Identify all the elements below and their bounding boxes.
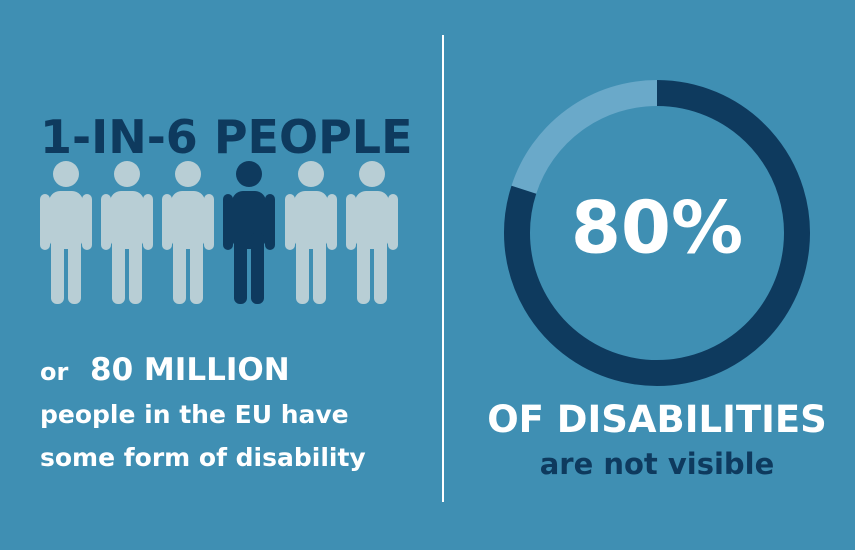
prefix: or	[40, 358, 68, 386]
donut	[504, 80, 810, 386]
caption: OF DISABILITIES	[487, 398, 827, 441]
body-line: some form of disability	[40, 443, 366, 472]
headline: 1-IN-6 PEOPLE	[40, 110, 413, 164]
body-line: people in the EU have	[40, 400, 349, 429]
subcaption: are not visible	[540, 447, 775, 481]
donut-remainder	[511, 80, 658, 195]
donut-label: 80%	[571, 186, 743, 270]
highlight: 80 MILLION	[90, 352, 290, 388]
donut-arc	[504, 80, 810, 386]
